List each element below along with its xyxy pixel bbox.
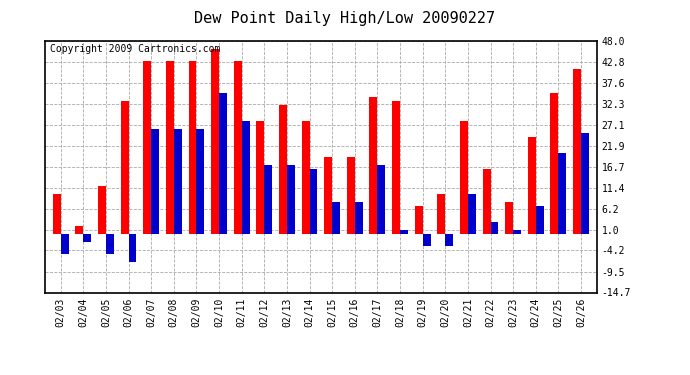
Bar	[98, 186, 106, 234]
Bar	[528, 137, 535, 234]
Bar	[197, 129, 204, 234]
Bar	[310, 170, 317, 234]
Text: Copyright 2009 Cartronics.com: Copyright 2009 Cartronics.com	[50, 44, 221, 54]
Bar	[437, 194, 445, 234]
Bar	[234, 61, 242, 234]
Text: Dew Point Daily High/Low 20090227: Dew Point Daily High/Low 20090227	[195, 11, 495, 26]
Bar	[460, 122, 468, 234]
Bar	[369, 98, 377, 234]
Bar	[121, 101, 128, 234]
Bar	[188, 61, 197, 234]
Bar	[400, 230, 408, 234]
Bar	[513, 230, 521, 234]
Bar	[332, 201, 340, 234]
Bar	[324, 158, 332, 234]
Bar	[581, 134, 589, 234]
Bar	[468, 194, 476, 234]
Bar	[392, 101, 400, 234]
Bar	[174, 129, 181, 234]
Bar	[415, 206, 423, 234]
Bar	[287, 165, 295, 234]
Bar	[83, 234, 91, 242]
Bar	[445, 234, 453, 246]
Bar	[144, 61, 151, 234]
Bar	[279, 105, 287, 234]
Bar	[491, 222, 498, 234]
Bar	[106, 234, 114, 254]
Bar	[558, 153, 566, 234]
Bar	[61, 234, 68, 254]
Bar	[151, 129, 159, 234]
Bar	[377, 165, 385, 234]
Bar	[219, 93, 227, 234]
Bar	[128, 234, 137, 262]
Bar	[573, 69, 581, 234]
Bar	[482, 170, 491, 234]
Bar	[347, 158, 355, 234]
Bar	[52, 194, 61, 234]
Bar	[551, 93, 558, 234]
Bar	[535, 206, 544, 234]
Bar	[75, 226, 83, 234]
Bar	[241, 122, 250, 234]
Bar	[423, 234, 431, 246]
Bar	[302, 122, 310, 234]
Bar	[505, 201, 513, 234]
Bar	[257, 122, 264, 234]
Bar	[264, 165, 273, 234]
Bar	[211, 49, 219, 234]
Bar	[166, 61, 174, 234]
Bar	[355, 201, 363, 234]
